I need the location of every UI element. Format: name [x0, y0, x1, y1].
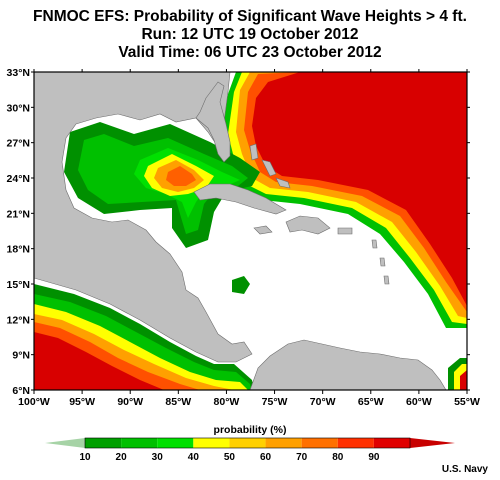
colorbar-segment: [265, 438, 302, 448]
lon-tick-label: 100°W: [18, 396, 50, 408]
colorbar-label: 40: [188, 452, 200, 462]
valid-time: Valid Time: 06 UTC 23 October 2012: [118, 44, 382, 61]
gulf-probability-field: [64, 122, 260, 294]
colorbar-segment: [301, 438, 338, 448]
lat-tick-label: 33°N: [7, 67, 30, 79]
bahamas-islands: [249, 143, 291, 189]
pacific-probability-field: [34, 284, 254, 390]
lat-tick-label: 27°N: [7, 138, 30, 150]
lat-tick-label: 6°N: [12, 385, 30, 397]
run-time: Run: 12 UTC 19 October 2012: [141, 26, 359, 43]
colorbar-label: 30: [152, 452, 164, 462]
colorbar-low-end: [45, 438, 85, 448]
colorbar-title: probability (%): [214, 424, 287, 436]
lat-tick-label: 15°N: [7, 279, 30, 291]
lat-tick-label: 12°N: [7, 314, 30, 326]
puerto-rico-island: [337, 227, 353, 235]
cuba-island: [193, 183, 287, 215]
lon-tick-label: 95°W: [69, 396, 95, 408]
lon-tick-label: 65°W: [358, 396, 384, 408]
florida-land: [195, 81, 231, 163]
jamaica-island: [253, 225, 273, 235]
colorbar-segment: [337, 438, 374, 448]
lat-tick-label: 18°N: [7, 244, 30, 256]
colorbar-segment: [373, 438, 410, 448]
land-masses: [34, 72, 447, 390]
lon-tick-label: 55°W: [454, 396, 480, 408]
colorbar-segment: [229, 438, 266, 448]
colorbar-label: 60: [260, 452, 272, 462]
lon-tick-label: 60°W: [406, 396, 432, 408]
colorbar-high-end: [410, 438, 455, 448]
map-title: FNMOC EFS: Probability of Significant Wa…: [33, 8, 467, 25]
lat-tick-label: 30°N: [7, 102, 30, 114]
colorbar-label: 90: [368, 452, 380, 462]
wave-probability-map: 100°W 95°W 90°W 85°W 80°W 75°W 70°W 65°W 60°W 55°…: [7, 67, 480, 408]
colorbar-segment: [157, 438, 194, 448]
lon-tick-label: 85°W: [165, 396, 191, 408]
map-frame: [33, 71, 468, 391]
south-america-land: [249, 339, 447, 390]
colorbar-segment: [121, 438, 158, 448]
colorbar-label: 80: [332, 452, 344, 462]
colorbar-segment: [85, 438, 122, 448]
axis-ticks: 100°W 95°W 90°W 85°W 80°W 75°W 70°W 65°W 60°W 55°…: [7, 67, 480, 408]
se-corner-probability-field: [448, 358, 467, 390]
colorbar-segment: [193, 438, 230, 448]
lon-tick-label: 70°W: [310, 396, 336, 408]
colorbar-label: 50: [224, 452, 236, 462]
colorbar-label: 10: [79, 452, 91, 462]
colorbar-outline: [84, 437, 411, 449]
credit-label: U.S. Navy: [441, 464, 488, 475]
lon-tick-label: 90°W: [117, 396, 143, 408]
lesser-antilles-islands: [371, 239, 390, 285]
colorbar-label: 20: [116, 452, 128, 462]
lon-tick-label: 75°W: [262, 396, 288, 408]
lon-tick-label: 80°W: [214, 396, 240, 408]
lat-tick-label: 24°N: [7, 173, 30, 185]
lat-tick-label: 21°N: [7, 208, 30, 220]
colorbar-label: 70: [296, 452, 308, 462]
hispaniola-island: [285, 215, 331, 235]
atlantic-probability-field: [220, 72, 467, 328]
lat-tick-label: 9°N: [12, 350, 30, 362]
colorbar: probability (%) 10 20 30 40 50 60 70 80 90: [45, 424, 455, 462]
north-america-land: [34, 72, 253, 363]
